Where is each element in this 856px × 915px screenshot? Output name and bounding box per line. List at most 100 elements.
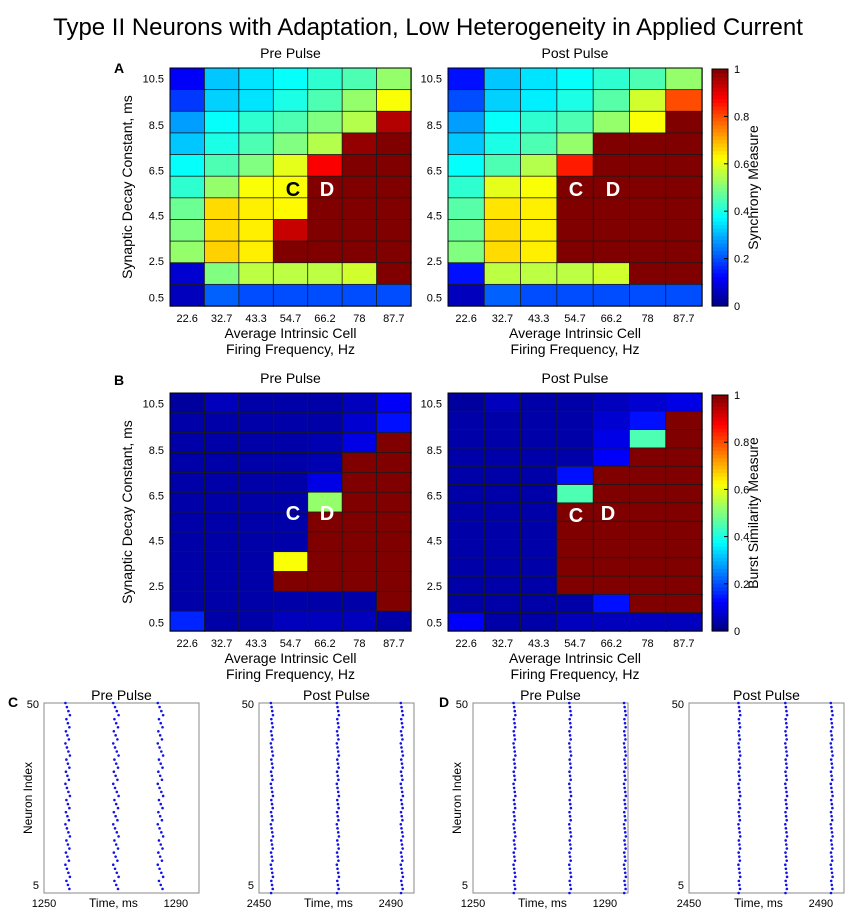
spike-dot	[66, 883, 70, 887]
spike-dot	[738, 794, 742, 798]
spike-dot	[68, 887, 71, 891]
heatmap-cell	[483, 110, 522, 134]
spike-dot	[271, 713, 275, 717]
heatmap-cell	[556, 219, 594, 242]
spike-dot	[117, 754, 120, 757]
spike-dot	[737, 827, 741, 830]
x-tick-label: 54.7	[564, 313, 585, 325]
spike-dot	[66, 814, 69, 818]
spike-dot	[116, 766, 120, 769]
colorbar-segment	[712, 627, 728, 632]
heatmap-cell	[376, 89, 412, 112]
colorbar-segment	[712, 623, 728, 628]
spike-dot	[113, 867, 117, 871]
spike-dot	[829, 701, 833, 705]
heatmap-cell	[169, 67, 206, 91]
spike-dot	[512, 879, 516, 883]
spike-dot	[160, 859, 164, 862]
spike-dot	[271, 818, 274, 822]
heatmap-cell	[556, 283, 594, 307]
spike-dot	[400, 855, 404, 858]
spike-dot	[784, 758, 787, 761]
colorbar-segment	[712, 501, 728, 507]
heatmap-cell	[483, 89, 522, 112]
spike-dot	[569, 754, 573, 757]
spike-dot	[830, 883, 834, 887]
x-tick-label: 87.7	[383, 638, 404, 650]
colorbar-segment	[712, 168, 728, 174]
spike-dot	[335, 863, 339, 867]
heatmap-cell	[307, 531, 343, 553]
heatmap-cell	[169, 110, 206, 134]
heatmap-cell	[447, 219, 485, 242]
colorbar-segment	[712, 535, 728, 540]
spike-dot	[270, 734, 274, 737]
heatmap-cell	[169, 262, 206, 286]
spike-dot	[65, 717, 68, 721]
heatmap-cell	[520, 429, 558, 449]
colorbar-segment	[712, 194, 728, 200]
spike-dot	[336, 750, 340, 753]
spike-dot	[337, 847, 340, 850]
spike-dot	[116, 806, 120, 810]
heatmap-cell	[238, 197, 274, 221]
heatmap-cell	[483, 219, 522, 242]
spike-dot	[569, 750, 572, 753]
spike-dot	[64, 822, 67, 826]
colorbar-segment	[712, 454, 728, 459]
colorbar-segment	[712, 402, 728, 407]
heatmap-frame	[169, 67, 412, 307]
spike-dot	[66, 855, 69, 858]
heatmap-cell	[629, 447, 667, 467]
spike-dot	[270, 831, 274, 834]
spike-dot	[117, 713, 120, 717]
heatmap-cell	[665, 447, 703, 467]
spike-dot	[784, 867, 788, 871]
heatmap-cell	[376, 511, 412, 533]
spike-dot	[569, 818, 572, 822]
spike-dot	[623, 855, 627, 858]
heatmap-cell	[204, 110, 240, 134]
spike-dot	[567, 701, 571, 705]
spike-dot	[335, 758, 339, 761]
spike-dot	[568, 798, 571, 802]
spike-dot	[513, 734, 516, 737]
colorbar-segment	[712, 395, 728, 400]
spike-dot	[567, 863, 571, 867]
spike-dot	[335, 839, 339, 842]
spike-dot	[830, 855, 833, 858]
spike-dot	[568, 883, 572, 887]
spike-dot	[830, 738, 834, 741]
spike-dot	[512, 742, 515, 745]
heatmap-cell	[341, 240, 378, 264]
heatmap-cell	[238, 283, 274, 307]
heatmap-cell	[629, 154, 667, 177]
spike-dot	[156, 822, 160, 826]
spike-dot	[159, 721, 163, 725]
spike-dot	[64, 851, 68, 854]
spike-dot	[66, 774, 69, 778]
spike-dot	[114, 814, 117, 818]
colorbar-segment	[712, 542, 728, 547]
spike-dot	[737, 855, 741, 858]
spike-dot	[785, 738, 788, 741]
heatmap-cell	[307, 110, 343, 134]
spike-dot	[624, 859, 627, 862]
colorbar-segment	[712, 457, 728, 462]
spike-dot	[829, 810, 833, 814]
spike-dot	[624, 847, 627, 850]
spike-dot	[160, 750, 163, 753]
panel-letter-a: A	[114, 60, 124, 76]
heatmap-cell	[520, 520, 558, 541]
spike-dot	[271, 859, 274, 862]
heatmap-cell	[204, 432, 240, 454]
colorbar-segment	[712, 601, 728, 606]
spike-dot	[156, 782, 160, 786]
spike-dot	[269, 822, 273, 826]
spike-dot	[513, 859, 517, 862]
spike-dot	[569, 871, 572, 875]
spike-dot	[113, 879, 116, 883]
spike-dot	[738, 835, 742, 838]
spike-dot	[624, 778, 627, 782]
heatmap-cell	[204, 197, 240, 221]
